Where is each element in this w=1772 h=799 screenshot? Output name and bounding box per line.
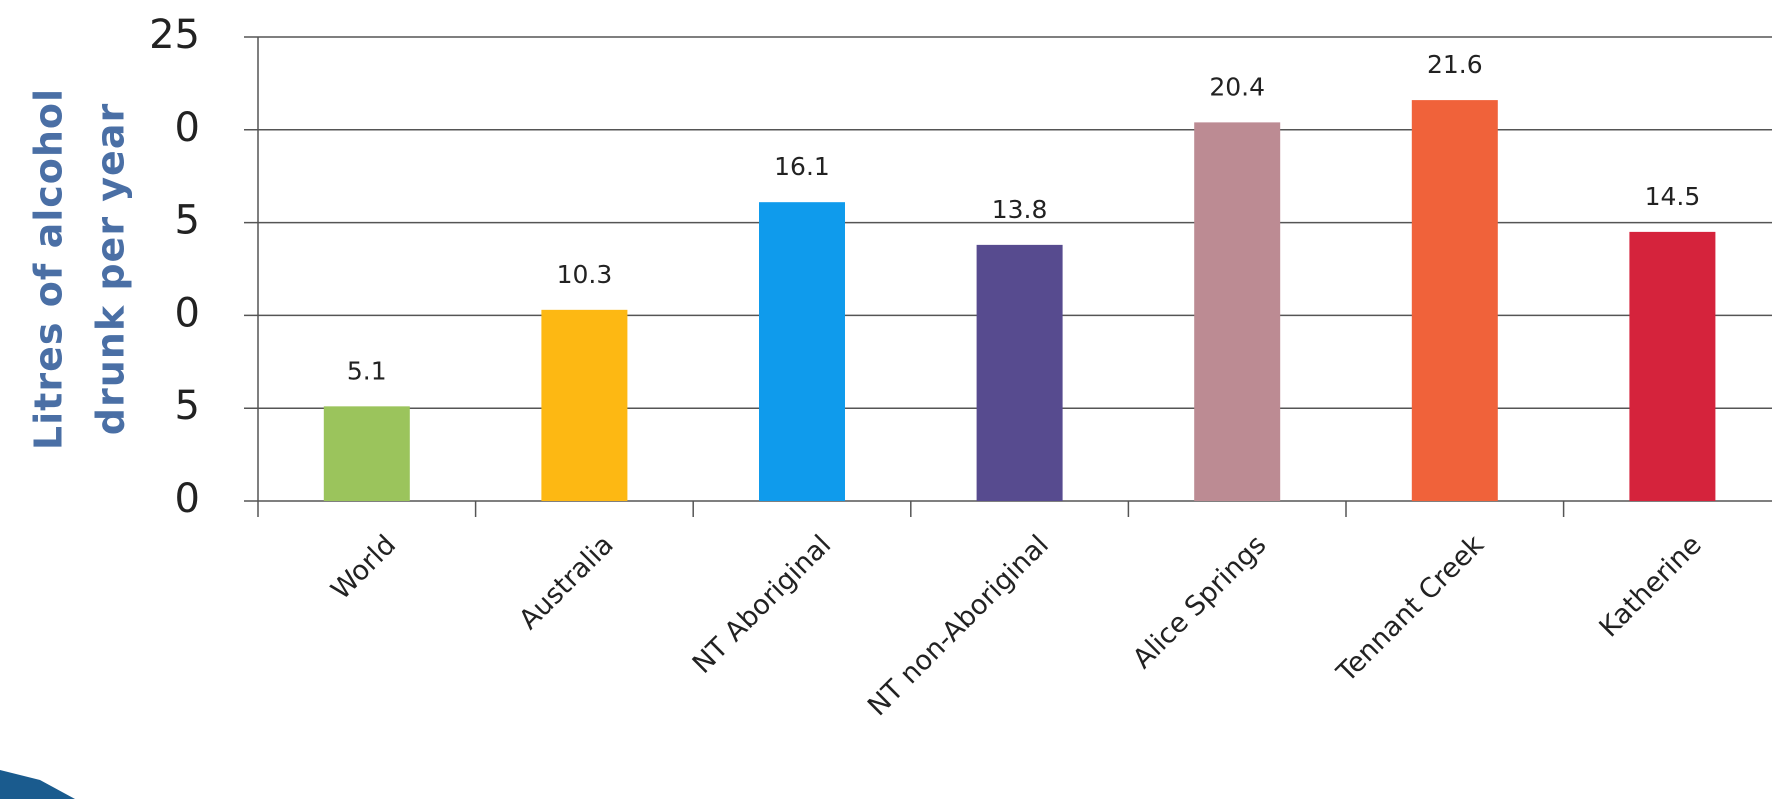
value-label: 13.8 bbox=[992, 195, 1048, 224]
value-label: 16.1 bbox=[774, 152, 830, 181]
y-axis-title: Litres of alcohol drunk per year bbox=[27, 88, 133, 450]
y-axis-title-line: Litres of alcohol bbox=[27, 88, 71, 450]
x-tick-label: World bbox=[325, 529, 402, 606]
bar bbox=[323, 406, 410, 501]
y-tick-label: 0 bbox=[175, 476, 200, 522]
y-tick-label: 5 bbox=[175, 383, 200, 429]
corner-decoration bbox=[0, 770, 75, 799]
value-label: 10.3 bbox=[557, 260, 613, 289]
value-label: 14.5 bbox=[1645, 182, 1701, 211]
bar bbox=[1194, 122, 1281, 501]
y-axis-title-line: drunk per year bbox=[89, 103, 133, 435]
x-tick-label: NT Aboriginal bbox=[687, 529, 837, 679]
bar bbox=[1411, 100, 1498, 501]
x-tick-label: Tennant Creek bbox=[1330, 529, 1490, 689]
value-label: 20.4 bbox=[1209, 72, 1265, 101]
bar bbox=[1629, 231, 1716, 501]
x-tick-label: Alice Springs bbox=[1127, 529, 1272, 674]
x-tick-label: NT non-Aboriginal bbox=[862, 529, 1055, 722]
value-label: 5.1 bbox=[347, 356, 387, 385]
y-tick-label: 0 bbox=[175, 105, 200, 151]
bar bbox=[976, 244, 1063, 501]
y-tick-label: 5 bbox=[175, 198, 200, 244]
bar bbox=[759, 202, 845, 501]
value-label: 21.6 bbox=[1427, 50, 1483, 79]
bar bbox=[541, 309, 628, 501]
y-tick-label: 0 bbox=[175, 290, 200, 336]
x-tick-label: Australia bbox=[513, 529, 619, 635]
y-tick-label: 25 bbox=[149, 12, 200, 58]
x-tick-label: Katherine bbox=[1594, 529, 1708, 643]
